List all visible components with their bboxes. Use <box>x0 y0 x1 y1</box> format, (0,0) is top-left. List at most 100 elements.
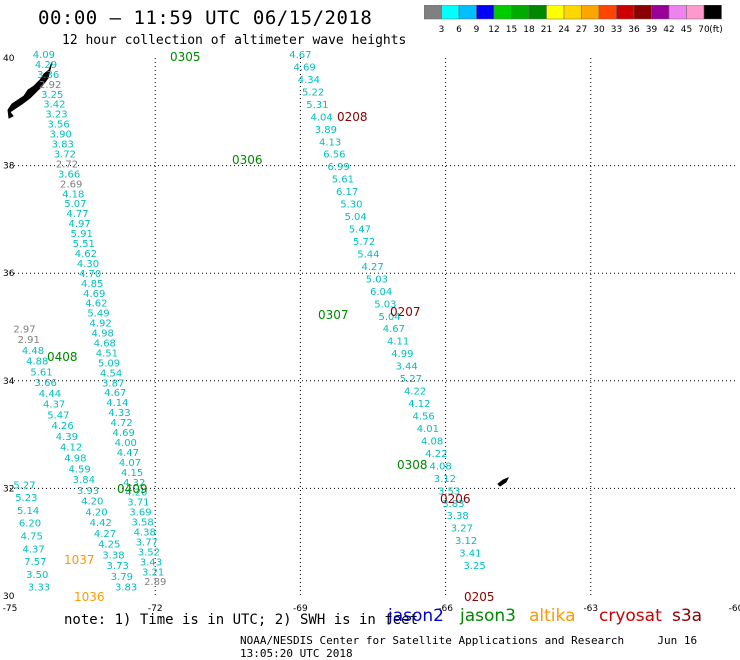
colorbar-label: 33 <box>611 25 622 35</box>
wave-height-value: 5.47 <box>349 225 371 236</box>
satellite-legend-jason2: jason2 <box>388 606 444 626</box>
credit-text: NOAA/NESDIS Center for Satellite Applica… <box>240 634 625 647</box>
wave-height-value: 3.83 <box>115 583 137 594</box>
wave-height-value: 4.77 <box>66 209 88 220</box>
wave-height-value: 4.37 <box>43 400 65 411</box>
wave-height-value: 4.25 <box>98 540 120 551</box>
wave-height-value: 3.25 <box>41 90 63 101</box>
wave-height-value: 3.83 <box>52 140 74 151</box>
wave-height-value: 3.33 <box>28 583 50 594</box>
wave-height-value: 7.57 <box>24 557 46 568</box>
wave-height-value: 3.56 <box>47 120 69 131</box>
wave-height-value: 4.14 <box>106 398 128 409</box>
wave-height-value: 4.69 <box>113 428 135 439</box>
wave-height-value: 6.99 <box>328 162 350 173</box>
wave-height-value: 4.08 <box>430 461 452 472</box>
colorbar-label: 15 <box>506 25 517 35</box>
wave-height-value: 4.48 <box>22 346 44 357</box>
wave-height-value: 6.20 <box>19 519 41 530</box>
colorbar-label: 9 <box>474 25 480 35</box>
colorbar-swatches: 3 6 9 12 15 18 21 24 27 30 33 36 39 42 45 70 (ft) <box>423 4 723 35</box>
wave-height-value: 4.30 <box>77 259 99 270</box>
wave-height-value: 3.77 <box>136 537 158 548</box>
wave-height-value: 2.97 <box>13 324 35 335</box>
wave-height-value: 3.36 <box>37 70 59 81</box>
wave-height-value: 2.72 <box>56 159 78 170</box>
wave-height-value: 4.12 <box>60 443 82 454</box>
wave-height-value: 3.50 <box>26 570 48 581</box>
wave-height-value: 3.53 <box>438 486 460 497</box>
colorbar-label: 45 <box>681 25 692 35</box>
wave-height-value: 4.22 <box>404 387 426 398</box>
wave-height-value: 3.23 <box>45 110 67 121</box>
colorbar-label: 30 <box>593 25 605 35</box>
pass-time-label: 0409 <box>117 482 148 496</box>
wave-height-value: 4.08 <box>421 436 443 447</box>
wave-height-value: 4.99 <box>391 349 413 360</box>
wave-height-value: 4.68 <box>94 338 116 349</box>
wave-height-value: 3.52 <box>138 547 160 558</box>
pass-time-label: 0306 <box>232 153 263 167</box>
wave-height-value: 4.34 <box>298 75 320 86</box>
colorbar-label: 27 <box>576 25 587 35</box>
wave-height-value: 3.25 <box>464 561 486 572</box>
wave-height-value: 4.88 <box>26 357 48 368</box>
wave-height-value: 3.12 <box>434 474 456 485</box>
wave-height-value: 4.22 <box>425 449 447 460</box>
wave-height-value: 4.54 <box>100 368 122 379</box>
colorbar-label: 3 <box>439 25 445 35</box>
units-note: note: 1) Time is in UTC; 2) SWH is in fe… <box>64 612 419 628</box>
colorbar-label: 36 <box>628 25 640 35</box>
wave-height-value: 4.85 <box>81 279 103 290</box>
wave-height-value: 3.69 <box>129 508 151 519</box>
wave-height-value: 4.97 <box>68 219 90 230</box>
wave-height-value: 4.04 <box>311 112 333 123</box>
wave-height-value: 4.12 <box>408 399 430 410</box>
wave-height-value: 4.01 <box>417 424 439 435</box>
wave-height-value: 5.30 <box>340 200 362 211</box>
wave-height-value: 3.93 <box>77 486 99 497</box>
wave-height-value: 6.17 <box>336 187 358 198</box>
wave-height-value: 4.26 <box>52 421 74 432</box>
wave-height-value: 2.92 <box>39 80 61 91</box>
wave-height-value: 4.15 <box>121 468 143 479</box>
wave-height-value: 4.62 <box>85 299 107 310</box>
wave-height-value: 4.98 <box>92 329 114 340</box>
wave-height-value: 4.44 <box>39 389 61 400</box>
wave-height-value: 4.32 <box>123 478 145 489</box>
wave-height-value: 4.47 <box>117 448 139 459</box>
pass-time-label: 0408 <box>47 350 78 364</box>
pass-time-label: 0305 <box>170 50 201 64</box>
wave-height-value: 5.44 <box>357 249 379 260</box>
latitude-tick-label: 34 <box>3 377 15 387</box>
wave-height-value: 3.38 <box>102 550 124 561</box>
wave-height-value: 3.12 <box>455 536 477 547</box>
wave-height-value: 4.18 <box>62 189 84 200</box>
wave-height-value: 3.66 <box>58 169 80 180</box>
colorbar-label: 39 <box>646 25 658 35</box>
wave-height-value: 3.90 <box>50 130 72 141</box>
latitude-tick-label: 36 <box>3 269 15 279</box>
wave-height-value: 3.41 <box>459 549 481 560</box>
latitude-tick-label: 30 <box>3 592 15 602</box>
longitude-tick-label: -69 <box>293 604 308 614</box>
wave-height-value: 4.51 <box>96 348 118 359</box>
wave-height-value: 5.04 <box>345 212 367 223</box>
wave-height-value: 5.23 <box>15 493 37 504</box>
wave-height-value: 3.38 <box>447 511 469 522</box>
colorbar-label: 6 <box>456 25 462 35</box>
wave-height-value: 4.75 <box>21 532 43 543</box>
wave-height-value: 5.04 <box>379 312 401 323</box>
wave-height-value: 3.87 <box>102 378 124 389</box>
wave-height-value: 5.27 <box>400 374 422 385</box>
pass-time-label: 1036 <box>74 590 105 604</box>
wave-height-value: 4.07 <box>119 458 141 469</box>
colorbar-label: 18 <box>523 25 535 35</box>
longitude-tick-label: -75 <box>3 604 18 614</box>
latitude-tick-label: 40 <box>3 54 15 64</box>
wave-height-value: 4.92 <box>89 319 111 330</box>
wave-height-value: 3.43 <box>140 557 162 568</box>
wave-height-value: 5.61 <box>30 367 52 378</box>
wave-height-value: 3.72 <box>54 149 76 160</box>
pass-time-label: 0205 <box>464 590 495 604</box>
